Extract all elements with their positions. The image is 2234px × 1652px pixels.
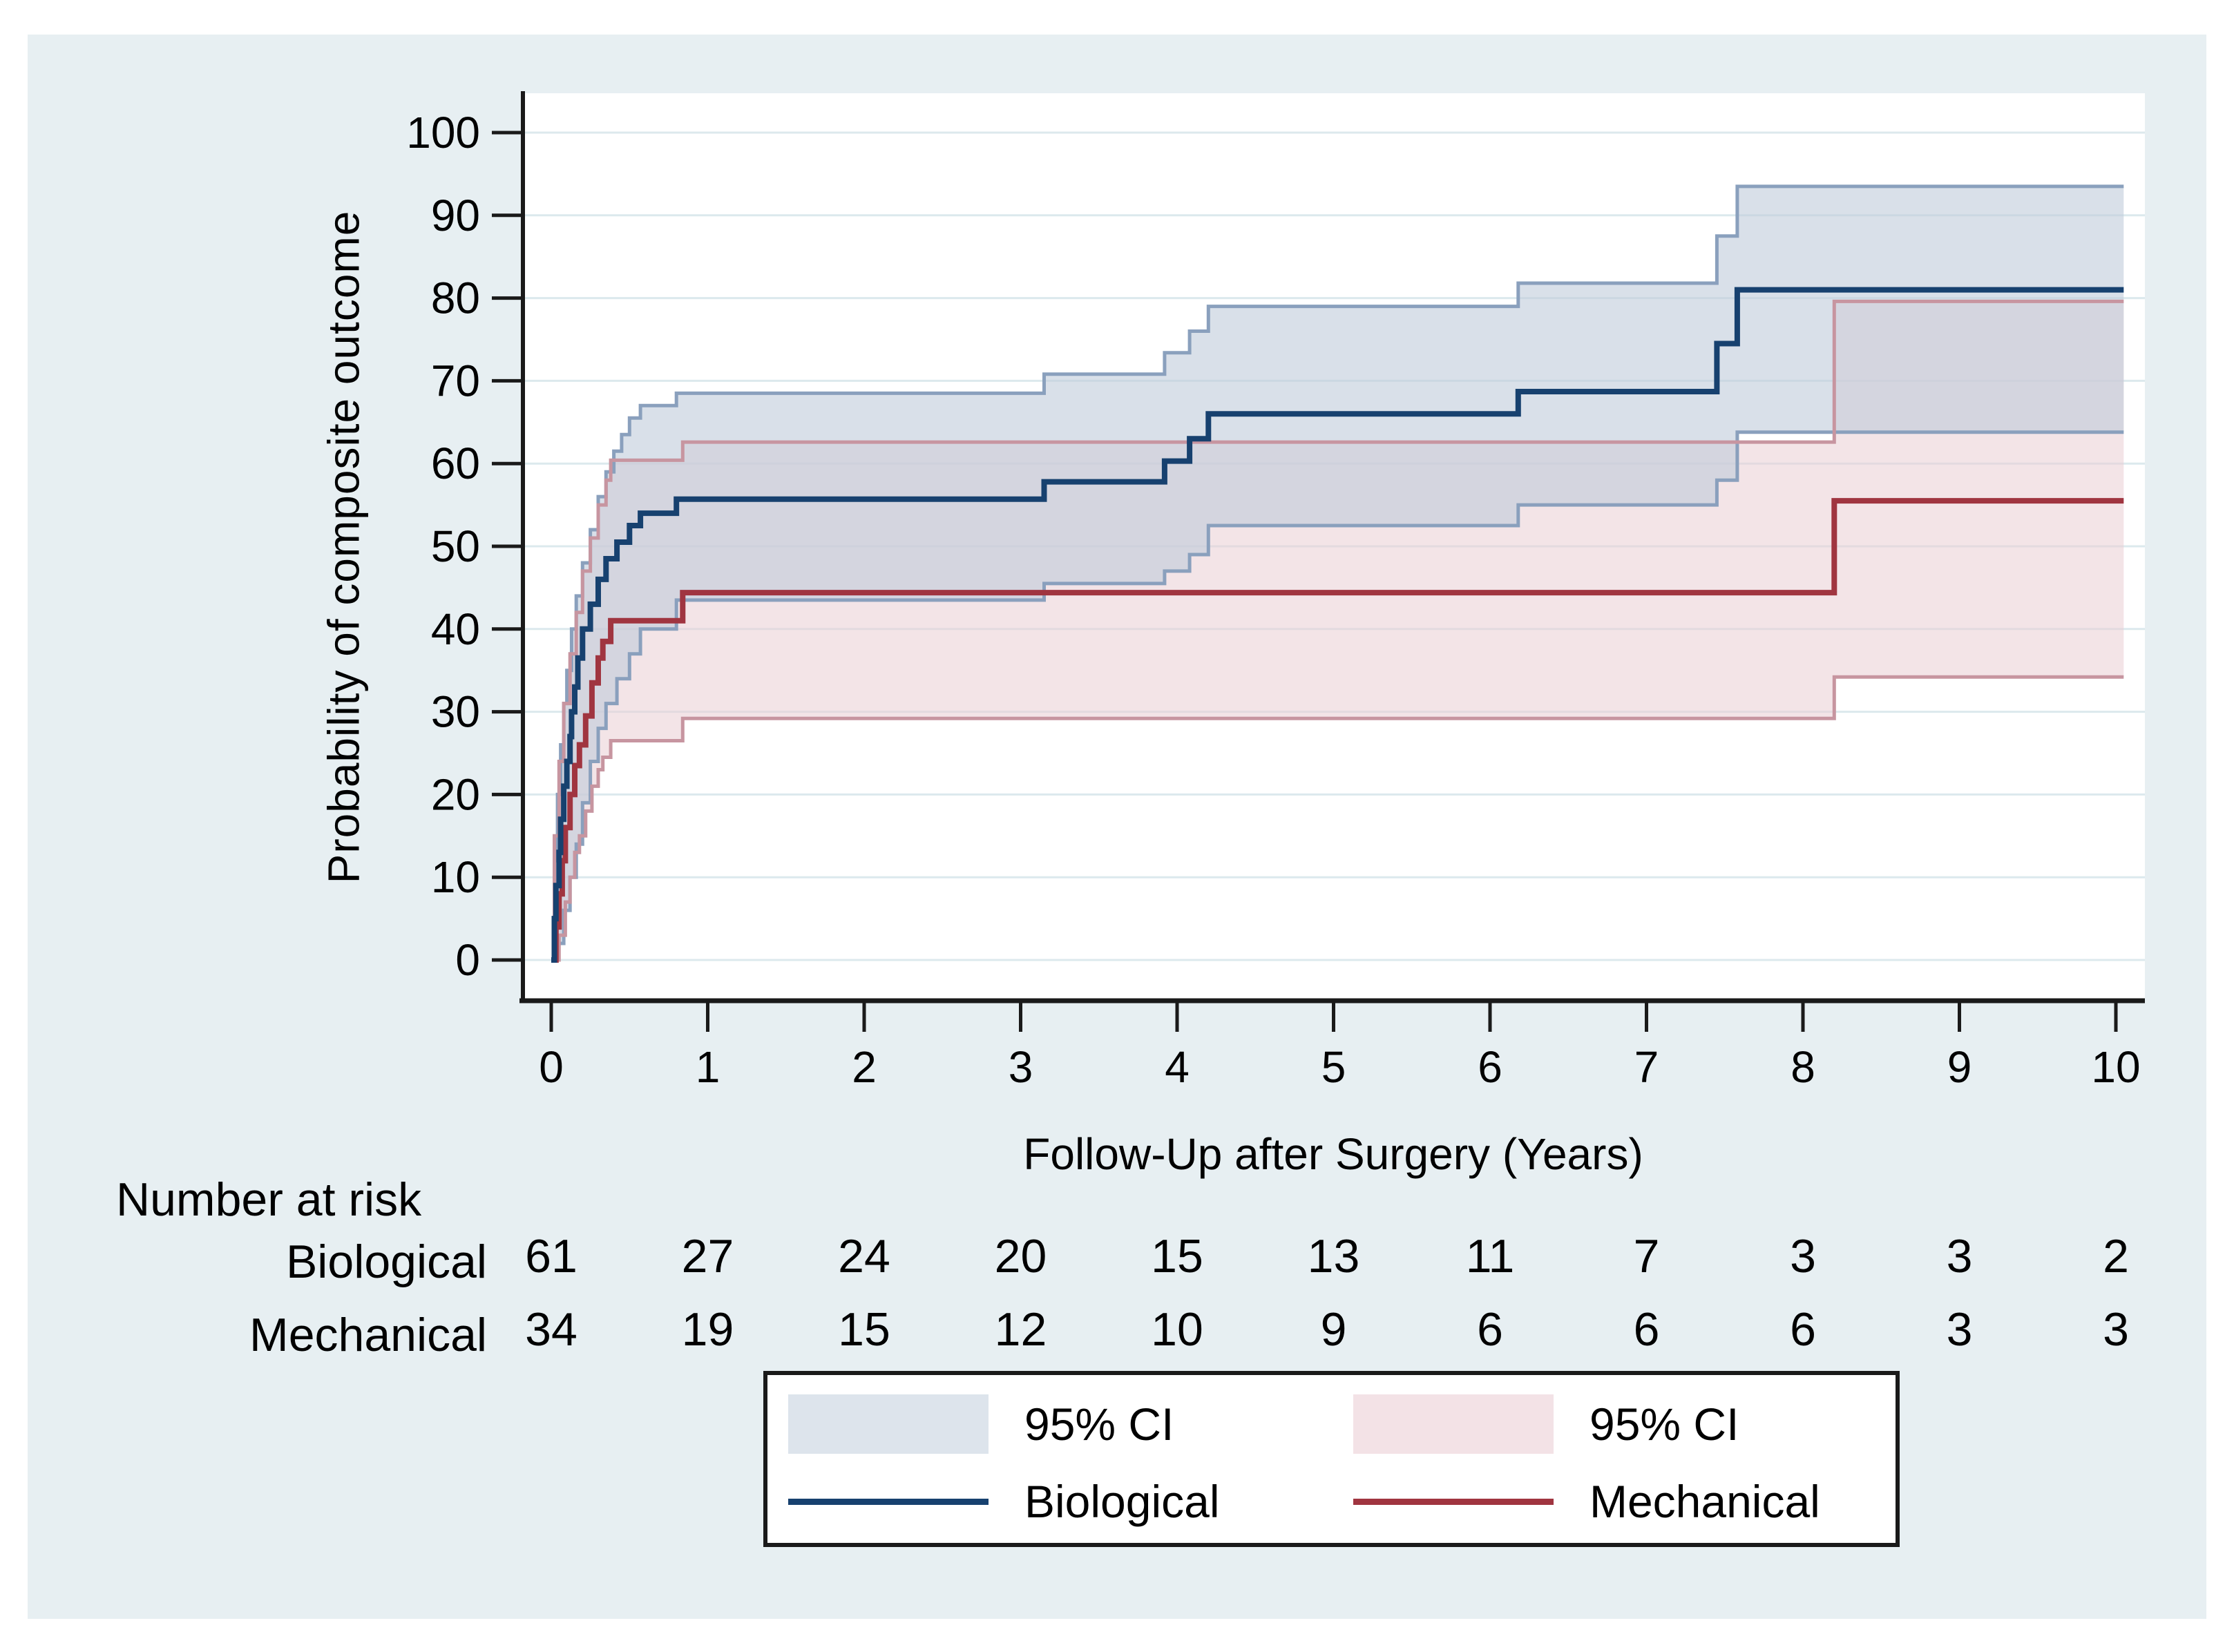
risk-count: 24: [838, 1230, 890, 1283]
risk-count: 13: [1308, 1230, 1360, 1283]
risk-count: 9: [1321, 1303, 1347, 1356]
risk-count: 27: [682, 1230, 734, 1283]
ci-upper-line-mechanical: [551, 299, 2124, 962]
risk-count: 3: [1790, 1230, 1816, 1283]
y-tick-label: 20: [431, 769, 480, 819]
risk-count: 61: [525, 1230, 577, 1283]
legend-item-line-mechanical: Mechanical: [1353, 1472, 1820, 1531]
risk-count: 20: [995, 1230, 1047, 1283]
risk-count: 15: [838, 1303, 890, 1356]
ci-band-biological: [551, 186, 2124, 960]
ci-lower-line-mechanical: [551, 675, 2124, 962]
x-tick-label: 9: [1947, 1042, 1972, 1092]
y-tick-label: 40: [431, 604, 480, 654]
risk-count: 3: [1947, 1230, 1973, 1283]
y-tick-label: 0: [455, 935, 480, 985]
y-tick-label: 30: [431, 687, 480, 737]
line-swatch-biological: [788, 1498, 989, 1505]
y-axis-title: Probability of composite outcome: [318, 210, 368, 884]
ci-fill-swatch-biological: [788, 1394, 989, 1454]
risk-count: 2: [2103, 1230, 2129, 1283]
legend-label: 95% CI: [1589, 1399, 1739, 1450]
x-tick-label: 3: [1009, 1042, 1033, 1092]
estimate-line-biological: [551, 287, 2124, 963]
risk-row-label-biological: Biological: [285, 1236, 487, 1288]
risk-count: 34: [525, 1303, 577, 1356]
y-tick-label: 80: [431, 273, 480, 323]
y-tick-label: 60: [431, 439, 480, 488]
risk-count: 6: [1634, 1303, 1660, 1356]
x-tick-label: 0: [539, 1042, 564, 1092]
risk-count: 11: [1466, 1230, 1515, 1283]
risk-count: 7: [1634, 1230, 1660, 1283]
x-axis-title: Follow-Up after Surgery (Years): [1023, 1129, 1643, 1179]
y-tick-label: 100: [406, 108, 480, 157]
risk-count: 6: [1477, 1303, 1503, 1356]
y-tick-label: 70: [431, 356, 480, 405]
risk-count: 19: [682, 1303, 734, 1356]
x-tick-label: 6: [1478, 1042, 1502, 1092]
risk-table-title: Number at risk: [116, 1173, 422, 1226]
x-tick-label: 8: [1791, 1042, 1815, 1092]
legend-item-line-biological: Biological: [788, 1472, 1220, 1531]
legend-item-ci-mechanical: 95% CI: [1353, 1394, 1739, 1454]
x-tick-label: 4: [1165, 1042, 1190, 1092]
risk-count: 15: [1151, 1230, 1203, 1283]
risk-count: 12: [995, 1303, 1047, 1356]
y-tick-label: 90: [431, 191, 480, 240]
legend-label: Mechanical: [1589, 1476, 1820, 1527]
y-tick-label: 10: [431, 852, 480, 902]
legend-label: Biological: [1024, 1476, 1220, 1527]
y-tick-label: 50: [431, 521, 480, 571]
legend-label: 95% CI: [1024, 1399, 1174, 1450]
risk-count: 10: [1151, 1303, 1203, 1356]
ci-fill-swatch-mechanical: [1353, 1394, 1554, 1454]
x-tick-label: 1: [696, 1042, 720, 1092]
x-tick-label: 7: [1634, 1042, 1659, 1092]
risk-row-label-mechanical: Mechanical: [249, 1309, 487, 1361]
risk-count: 6: [1790, 1303, 1816, 1356]
legend-box: 95% CI 95% CI Biological Mechanical: [763, 1371, 1900, 1547]
line-swatch-mechanical: [1353, 1498, 1554, 1505]
estimate-line-mechanical: [551, 498, 2124, 963]
x-tick-label: 10: [2091, 1042, 2140, 1092]
x-tick-label: 2: [852, 1042, 877, 1092]
risk-count: 3: [2103, 1303, 2129, 1356]
legend-item-ci-biological: 95% CI: [788, 1394, 1174, 1454]
risk-count: 3: [1947, 1303, 1973, 1356]
x-tick-label: 5: [1321, 1042, 1346, 1092]
